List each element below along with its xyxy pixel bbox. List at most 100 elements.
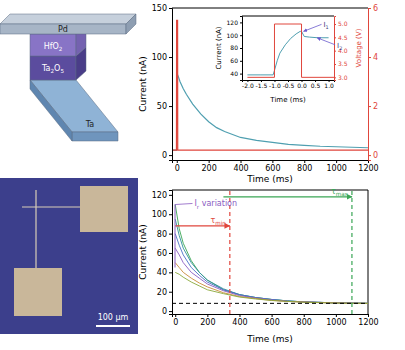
tick-label: 40 — [157, 268, 167, 277]
figure-svg: PdHfO2Ta2O5Ta100 µm020040060080010001200… — [0, 0, 405, 350]
figure: PdHfO2Ta2O5Ta100 µm020040060080010001200… — [0, 0, 405, 350]
y-axis: 050100150 — [152, 4, 173, 160]
tick-label: 0.0 — [297, 82, 307, 89]
tick: 0 — [162, 151, 172, 160]
tick: 40 — [230, 70, 242, 77]
frame-line — [172, 8, 368, 9]
y-axis-title: Current (nA) — [215, 26, 223, 69]
tick-mark — [169, 57, 172, 58]
annotation-arrow — [317, 38, 335, 45]
electrode-line — [35, 190, 36, 268]
tick-mark — [368, 8, 371, 9]
tick-label: 40 — [230, 70, 238, 77]
tick-mark — [240, 74, 242, 75]
tick-mark — [169, 253, 172, 254]
ta-top-face — [30, 80, 118, 132]
tick-label: 2 — [373, 102, 378, 111]
subscript: 2 — [59, 46, 63, 52]
tick: 1200 — [358, 160, 378, 173]
tick: 60 — [230, 57, 242, 64]
tick: 4.5 — [334, 34, 348, 41]
tick-label: 200 — [202, 164, 217, 173]
tick-label: 3.0 — [338, 74, 348, 81]
layer-label: Ta2O5 — [41, 64, 64, 74]
tick: -1.5 — [256, 80, 268, 89]
tick-mark — [334, 24, 336, 25]
tick-label: 200 — [200, 318, 215, 327]
tick: 1000 — [326, 160, 346, 173]
data-line — [175, 272, 368, 303]
tick-mark — [169, 272, 172, 273]
tick: 0 — [162, 307, 172, 316]
tick: 400 — [232, 314, 247, 327]
tick-label: 0 — [173, 318, 178, 327]
tick-label: 50 — [157, 102, 167, 111]
layer-label: Ta — [85, 120, 95, 129]
tick-label: 800 — [297, 164, 312, 173]
plot-area — [247, 24, 334, 77]
electrode-pad — [14, 268, 62, 316]
y2-axis: 3.03.54.04.55.0 — [334, 17, 348, 81]
annotation-label: Ir variation — [194, 199, 237, 209]
tick: 120 — [152, 191, 172, 200]
tick-mark — [336, 160, 337, 163]
tick-mark — [207, 314, 208, 317]
tick-label: 80 — [157, 230, 167, 239]
micrograph-background — [0, 178, 138, 334]
tick: 3.5 — [334, 60, 348, 67]
pd-side-face — [126, 14, 136, 34]
tick-mark — [336, 314, 337, 317]
tick-mark — [368, 106, 371, 107]
pd-top-face — [0, 14, 136, 24]
layer-label: HfO2 — [44, 42, 63, 52]
text-part: Ta — [41, 64, 51, 73]
axis-line — [240, 17, 243, 81]
subscript: 2 — [339, 45, 342, 51]
text-part: Ta — [85, 120, 95, 129]
tick: 40 — [157, 268, 172, 277]
tick-mark — [169, 292, 172, 293]
tick: 60 — [157, 249, 172, 258]
tick-label: 100 — [152, 53, 167, 62]
tick-label: 6 — [373, 4, 378, 13]
marker-line — [351, 190, 352, 314]
tick: -0.5 — [283, 80, 295, 89]
tick-mark — [169, 155, 172, 156]
frame-line — [242, 16, 334, 17]
tick: 1.0 — [324, 80, 334, 89]
tick-label: 4 — [373, 53, 378, 62]
hfo2-front — [30, 34, 76, 56]
chart-pulse-response: 0200400600800100012000501001500246Time (… — [138, 4, 379, 184]
tick: 50 — [157, 102, 172, 111]
tick-label: 5.0 — [338, 20, 348, 27]
tick-mark — [334, 77, 336, 78]
subscript: min — [215, 220, 226, 226]
tick-label: -1.0 — [269, 82, 281, 89]
tick: 4 — [368, 53, 378, 62]
tick-mark — [240, 48, 242, 49]
subscript: max — [336, 191, 349, 197]
tick-label: 4.5 — [338, 34, 348, 41]
y-axis-title: Current (nA) — [138, 224, 148, 280]
y2-axis: 0246 — [368, 4, 378, 160]
data-line — [247, 31, 328, 75]
tick-mark — [368, 314, 369, 317]
tick-label: 1200 — [358, 164, 378, 173]
tick-label: 800 — [297, 318, 312, 327]
micrograph: 100 µm — [0, 178, 138, 334]
tick-label: -0.5 — [283, 82, 295, 89]
tick: -1.0 — [269, 80, 281, 89]
axis-line — [173, 161, 369, 164]
data-line — [247, 24, 334, 77]
tick-label: -2.0 — [242, 82, 254, 89]
tick-mark — [240, 22, 242, 23]
tick-label: 120 — [227, 19, 239, 26]
tick-label: 1200 — [358, 318, 378, 327]
axis-line — [169, 191, 173, 315]
tick-mark — [169, 106, 172, 107]
scale-bar — [96, 325, 130, 327]
annotation-label: I2 — [337, 42, 342, 51]
tick: 0.5 — [311, 80, 321, 89]
tick: 80 — [230, 44, 242, 51]
y-axis: 020406080100120 — [152, 191, 173, 317]
